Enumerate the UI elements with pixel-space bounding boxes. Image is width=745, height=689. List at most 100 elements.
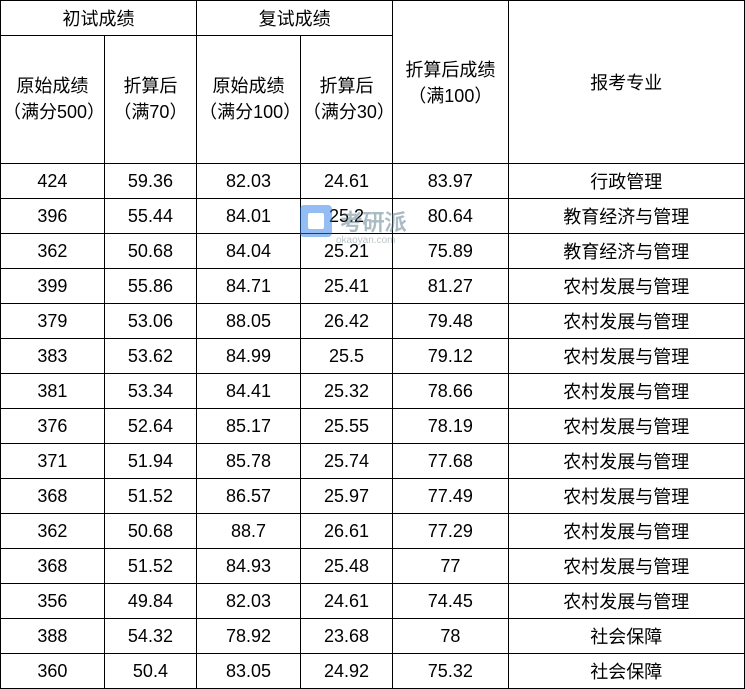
table-cell: 25.74: [300, 444, 392, 479]
table-cell: 农村发展与管理: [508, 444, 745, 479]
table-cell: 84.99: [197, 339, 301, 374]
table-cell: 25.5: [300, 339, 392, 374]
table-cell: 26.61: [300, 514, 392, 549]
header-col-major: 报考专业: [508, 1, 745, 164]
table-cell: 381: [1, 374, 105, 409]
table-cell: 农村发展与管理: [508, 374, 745, 409]
table-cell: 24.61: [300, 584, 392, 619]
header-group-retest: 复试成绩: [197, 1, 393, 36]
table-cell: 农村发展与管理: [508, 479, 745, 514]
table-cell: 25.97: [300, 479, 392, 514]
table-cell: 368: [1, 479, 105, 514]
table-row: 36050.483.0524.9275.32社会保障: [1, 654, 745, 689]
table-row: 36250.6888.726.6177.29农村发展与管理: [1, 514, 745, 549]
header-col-conv-30: 折算后（满分30）: [300, 36, 392, 164]
table-row: 37953.0688.0526.4279.48农村发展与管理: [1, 304, 745, 339]
table-row: 36851.5286.5725.9777.49农村发展与管理: [1, 479, 745, 514]
header-group-initial: 初试成绩: [1, 1, 197, 36]
table-cell: 77.68: [393, 444, 508, 479]
table-cell: 23.68: [300, 619, 392, 654]
table-row: 39655.4484.0125.280.64教育经济与管理: [1, 199, 745, 234]
table-cell: 88.05: [197, 304, 301, 339]
table-cell: 368: [1, 549, 105, 584]
table-cell: 78.66: [393, 374, 508, 409]
table-cell: 379: [1, 304, 105, 339]
table-cell: 84.71: [197, 269, 301, 304]
table-cell: 53.62: [104, 339, 196, 374]
table-row: 36250.6884.0425.2175.89教育经济与管理: [1, 234, 745, 269]
table-cell: 84.41: [197, 374, 301, 409]
table-cell: 53.34: [104, 374, 196, 409]
table-cell: 79.48: [393, 304, 508, 339]
table-cell: 49.84: [104, 584, 196, 619]
table-cell: 424: [1, 164, 105, 199]
table-cell: 383: [1, 339, 105, 374]
table-cell: 371: [1, 444, 105, 479]
header-col-final: 折算后成绩（满100）: [393, 1, 508, 164]
header-col-raw-500: 原始成绩（满分500）: [1, 36, 105, 164]
table-cell: 51.52: [104, 549, 196, 584]
table-cell: 88.7: [197, 514, 301, 549]
table-row: 36851.5284.9325.4877农村发展与管理: [1, 549, 745, 584]
table-cell: 25.48: [300, 549, 392, 584]
table-cell: 84.04: [197, 234, 301, 269]
table-cell: 81.27: [393, 269, 508, 304]
table-cell: 83.97: [393, 164, 508, 199]
table-cell: 25.55: [300, 409, 392, 444]
table-row: 37652.6485.1725.5578.19农村发展与管理: [1, 409, 745, 444]
table-cell: 25.2: [300, 199, 392, 234]
table-cell: 51.94: [104, 444, 196, 479]
table-cell: 360: [1, 654, 105, 689]
table-row: 38854.3278.9223.6878社会保障: [1, 619, 745, 654]
table-cell: 75.89: [393, 234, 508, 269]
table-cell: 26.42: [300, 304, 392, 339]
table-cell: 53.06: [104, 304, 196, 339]
table-cell: 78: [393, 619, 508, 654]
table-cell: 社会保障: [508, 654, 745, 689]
table-cell: 396: [1, 199, 105, 234]
table-cell: 77.49: [393, 479, 508, 514]
table-cell: 农村发展与管理: [508, 409, 745, 444]
table-cell: 54.32: [104, 619, 196, 654]
table-cell: 75.32: [393, 654, 508, 689]
table-row: 38153.3484.4125.3278.66农村发展与管理: [1, 374, 745, 409]
table-row: 38353.6284.9925.579.12农村发展与管理: [1, 339, 745, 374]
table-cell: 50.68: [104, 514, 196, 549]
table-cell: 399: [1, 269, 105, 304]
table-cell: 行政管理: [508, 164, 745, 199]
table-cell: 农村发展与管理: [508, 304, 745, 339]
table-cell: 356: [1, 584, 105, 619]
score-table: 初试成绩 复试成绩 折算后成绩（满100） 报考专业 原始成绩（满分500） 折…: [0, 0, 745, 689]
table-cell: 362: [1, 514, 105, 549]
table-cell: 52.64: [104, 409, 196, 444]
table-cell: 82.03: [197, 164, 301, 199]
table-cell: 50.68: [104, 234, 196, 269]
table-cell: 78.19: [393, 409, 508, 444]
table-cell: 85.78: [197, 444, 301, 479]
table-cell: 24.92: [300, 654, 392, 689]
table-cell: 79.12: [393, 339, 508, 374]
table-cell: 82.03: [197, 584, 301, 619]
table-cell: 376: [1, 409, 105, 444]
table-body: 42459.3682.0324.6183.97行政管理39655.4484.01…: [1, 164, 745, 689]
table-cell: 362: [1, 234, 105, 269]
table-cell: 83.05: [197, 654, 301, 689]
table-cell: 农村发展与管理: [508, 269, 745, 304]
table-cell: 84.01: [197, 199, 301, 234]
table-cell: 86.57: [197, 479, 301, 514]
table-cell: 77.29: [393, 514, 508, 549]
table-cell: 59.36: [104, 164, 196, 199]
table-cell: 85.17: [197, 409, 301, 444]
table-cell: 50.4: [104, 654, 196, 689]
table-row: 35649.8482.0324.6174.45农村发展与管理: [1, 584, 745, 619]
table-cell: 80.64: [393, 199, 508, 234]
table-cell: 78.92: [197, 619, 301, 654]
header-group-row: 初试成绩 复试成绩 折算后成绩（满100） 报考专业: [1, 1, 745, 36]
table-cell: 24.61: [300, 164, 392, 199]
table-cell: 社会保障: [508, 619, 745, 654]
table-cell: 农村发展与管理: [508, 549, 745, 584]
table-cell: 25.32: [300, 374, 392, 409]
table-cell: 农村发展与管理: [508, 514, 745, 549]
table-cell: 25.21: [300, 234, 392, 269]
table-cell: 55.86: [104, 269, 196, 304]
